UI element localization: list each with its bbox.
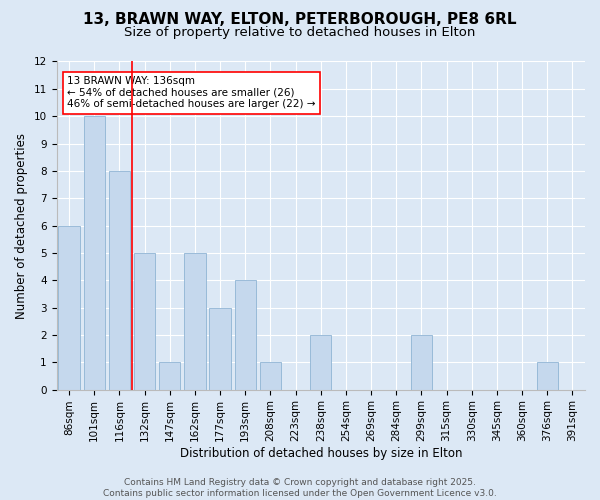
Bar bbox=[411, 335, 432, 390]
Bar bbox=[184, 253, 206, 390]
Bar bbox=[536, 362, 558, 390]
Bar bbox=[260, 362, 281, 390]
Bar bbox=[83, 116, 105, 390]
Text: 13, BRAWN WAY, ELTON, PETERBOROUGH, PE8 6RL: 13, BRAWN WAY, ELTON, PETERBOROUGH, PE8 … bbox=[83, 12, 517, 28]
Y-axis label: Number of detached properties: Number of detached properties bbox=[15, 132, 28, 318]
Bar bbox=[109, 171, 130, 390]
Bar bbox=[310, 335, 331, 390]
Bar bbox=[209, 308, 231, 390]
Text: Size of property relative to detached houses in Elton: Size of property relative to detached ho… bbox=[124, 26, 476, 39]
Text: Contains HM Land Registry data © Crown copyright and database right 2025.
Contai: Contains HM Land Registry data © Crown c… bbox=[103, 478, 497, 498]
Bar bbox=[58, 226, 80, 390]
X-axis label: Distribution of detached houses by size in Elton: Distribution of detached houses by size … bbox=[179, 447, 462, 460]
Bar bbox=[159, 362, 181, 390]
Bar bbox=[134, 253, 155, 390]
Bar bbox=[235, 280, 256, 390]
Text: 13 BRAWN WAY: 136sqm
← 54% of detached houses are smaller (26)
46% of semi-detac: 13 BRAWN WAY: 136sqm ← 54% of detached h… bbox=[67, 76, 316, 110]
